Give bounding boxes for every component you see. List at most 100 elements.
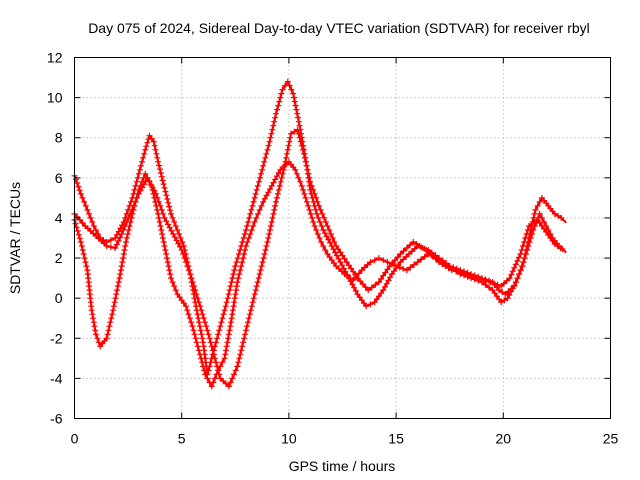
- data-point-marker: [115, 279, 122, 286]
- data-point-marker: [383, 280, 390, 287]
- data-point-marker: [246, 214, 253, 221]
- data-point-marker: [375, 255, 382, 262]
- data-point-marker: [82, 202, 89, 209]
- data-point-marker: [185, 311, 192, 318]
- data-point-marker: [225, 383, 232, 390]
- data-point-marker: [92, 227, 99, 233]
- data-point-marker: [104, 331, 111, 338]
- data-point-marker: [239, 259, 246, 266]
- data-point-marker: [258, 202, 265, 209]
- data-point-marker: [432, 256, 439, 263]
- y-tick-label: 10: [47, 90, 63, 106]
- data-point-marker: [177, 243, 183, 250]
- data-point-marker: [277, 178, 284, 185]
- data-point-marker: [518, 247, 525, 253]
- y-tick-label: -4: [50, 370, 63, 386]
- data-point-marker: [397, 251, 404, 257]
- data-point-marker: [506, 275, 513, 282]
- data-point-marker: [232, 367, 239, 374]
- data-point-marker: [162, 188, 169, 195]
- data-point-marker: [142, 170, 149, 177]
- data-point-marker: [311, 223, 318, 229]
- data-point-marker: [397, 259, 404, 266]
- data-point-marker: [253, 186, 260, 193]
- data-point-marker: [293, 170, 300, 177]
- series-track-3: [71, 126, 565, 390]
- data-point-marker: [241, 231, 248, 237]
- data-point-marker: [194, 343, 201, 350]
- data-point-marker: [80, 251, 87, 257]
- data-point-marker: [350, 277, 357, 284]
- data-point-marker: [105, 327, 112, 334]
- data-point-marker: [223, 347, 229, 354]
- data-point-marker: [260, 255, 267, 262]
- data-point-marker: [331, 239, 338, 245]
- data-point-marker: [281, 162, 288, 169]
- data-point-marker: [123, 235, 130, 241]
- data-point-marker: [180, 251, 187, 257]
- data-point-marker: [137, 187, 144, 194]
- data-point-marker: [245, 219, 252, 225]
- y-tick-label: -6: [50, 411, 63, 427]
- data-point-marker: [195, 347, 202, 354]
- data-point-marker: [354, 275, 361, 282]
- data-point-marker: [285, 142, 292, 149]
- data-point-marker: [249, 299, 256, 306]
- data-point-marker: [107, 237, 114, 243]
- data-point-marker: [134, 194, 141, 201]
- data-point-marker: [183, 259, 189, 266]
- data-point-marker: [319, 210, 326, 217]
- data-point-marker: [229, 307, 236, 314]
- data-point-marker: [295, 130, 302, 137]
- data-point-marker: [295, 114, 301, 121]
- data-point-marker: [144, 139, 151, 146]
- data-point-marker: [161, 243, 168, 249]
- data-point-marker: [368, 284, 375, 291]
- data-point-marker: [206, 363, 213, 370]
- data-point-marker: [486, 284, 492, 291]
- data-point-marker: [311, 190, 318, 197]
- data-point-marker: [166, 224, 173, 231]
- data-point-marker: [483, 277, 490, 284]
- y-tick-label: 12: [47, 50, 63, 66]
- data-point-marker: [501, 280, 507, 287]
- data-point-marker: [249, 202, 256, 209]
- data-point-marker: [557, 245, 564, 251]
- data-point-marker: [187, 271, 194, 278]
- data-point-marker: [219, 315, 226, 322]
- data-point-marker: [299, 146, 306, 153]
- data-point-marker: [156, 219, 163, 225]
- data-point-marker: [250, 295, 257, 302]
- x-tick-label: 20: [496, 431, 512, 447]
- data-point-marker: [109, 311, 116, 318]
- data-point-marker: [516, 271, 522, 278]
- data-point-marker: [158, 173, 165, 180]
- data-point-marker: [189, 323, 196, 330]
- data-point-marker: [245, 319, 251, 326]
- data-point-marker: [318, 239, 325, 245]
- data-point-marker: [413, 241, 420, 247]
- data-point-marker: [242, 247, 249, 253]
- data-point-marker: [239, 343, 246, 350]
- data-point-marker: [290, 90, 297, 97]
- data-point-marker: [191, 331, 198, 338]
- data-point-marker: [517, 267, 524, 274]
- data-point-marker: [375, 279, 382, 286]
- data-point-marker: [123, 219, 130, 225]
- data-point-marker: [278, 90, 285, 97]
- data-point-marker: [279, 170, 286, 177]
- data-point-marker: [527, 235, 534, 241]
- data-point-marker: [323, 233, 330, 240]
- data-point-marker: [113, 241, 120, 248]
- data-point-marker: [235, 359, 242, 366]
- data-point-marker: [400, 265, 407, 272]
- data-point-marker: [252, 287, 259, 294]
- data-point-marker: [262, 154, 269, 161]
- data-point-marker: [225, 335, 232, 342]
- data-point-marker: [287, 134, 294, 141]
- data-point-marker: [224, 339, 231, 346]
- data-point-marker: [217, 375, 224, 382]
- data-point-marker: [140, 154, 147, 161]
- data-point-marker: [284, 146, 291, 153]
- data-point-marker: [146, 178, 153, 184]
